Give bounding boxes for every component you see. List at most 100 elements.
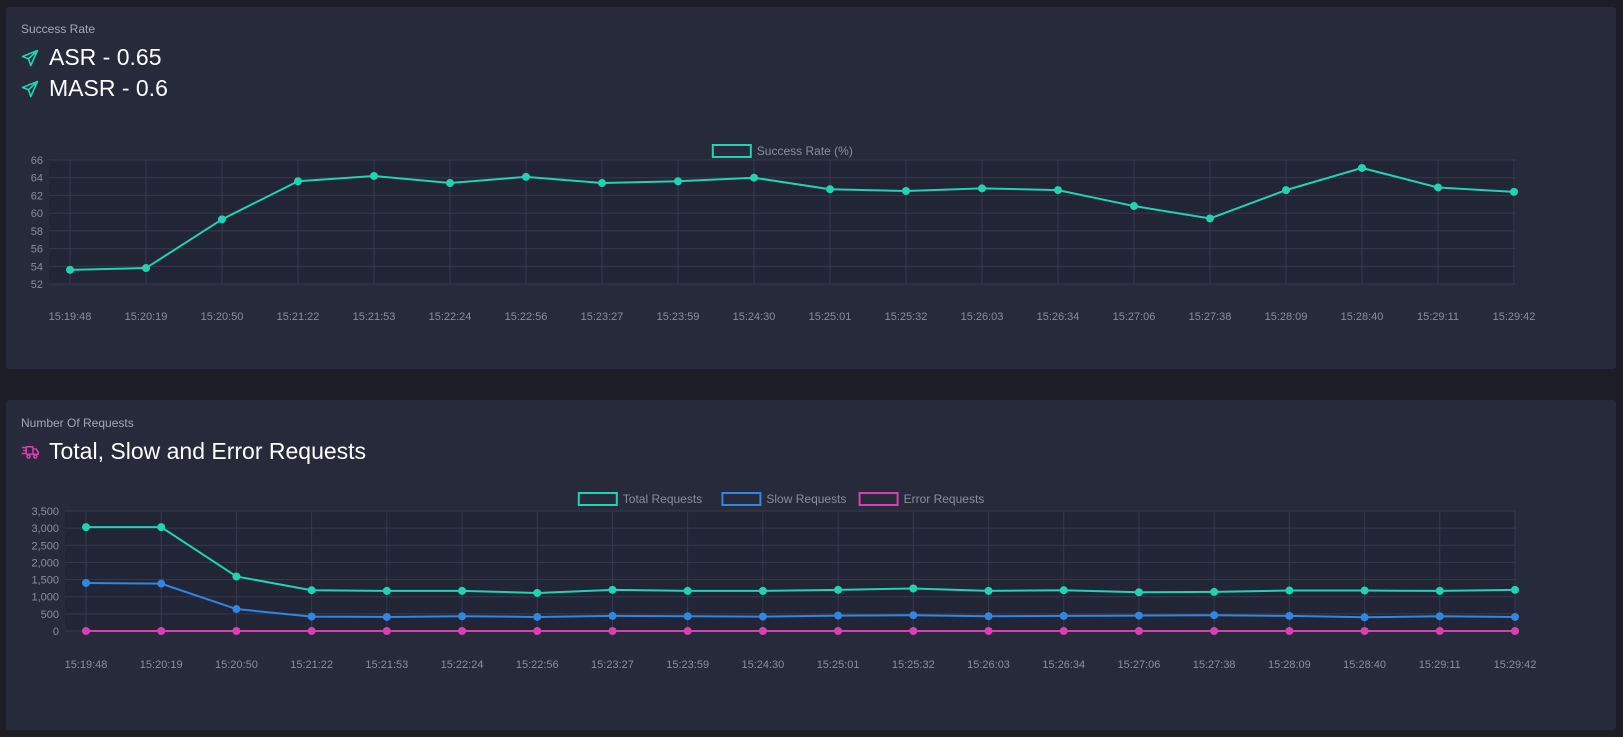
data-point[interactable] bbox=[1435, 586, 1444, 595]
x-tick-label: 15:22:56 bbox=[516, 659, 559, 671]
data-point[interactable] bbox=[1206, 214, 1214, 223]
legend-item[interactable]: Error Requests bbox=[858, 492, 985, 506]
data-point[interactable] bbox=[683, 586, 692, 595]
masr-headline: MASR - 0.6 bbox=[21, 75, 168, 102]
x-tick-label: 15:28:40 bbox=[1343, 659, 1386, 671]
data-point[interactable] bbox=[1435, 627, 1444, 635]
data-point[interactable] bbox=[1285, 627, 1294, 635]
data-point[interactable] bbox=[758, 586, 767, 595]
data-point[interactable] bbox=[1511, 585, 1519, 594]
data-point[interactable] bbox=[608, 611, 617, 620]
data-point[interactable] bbox=[826, 185, 834, 194]
data-point[interactable] bbox=[834, 585, 843, 594]
data-point[interactable] bbox=[232, 627, 241, 635]
data-point[interactable] bbox=[307, 586, 316, 595]
data-point[interactable] bbox=[758, 612, 767, 621]
data-point[interactable] bbox=[1210, 627, 1219, 635]
data-point[interactable] bbox=[446, 179, 454, 188]
data-point[interactable] bbox=[1134, 627, 1143, 635]
data-point[interactable] bbox=[1210, 611, 1219, 620]
data-point[interactable] bbox=[533, 588, 542, 597]
data-point[interactable] bbox=[232, 572, 241, 581]
data-point[interactable] bbox=[1511, 627, 1519, 635]
data-point[interactable] bbox=[1360, 613, 1369, 622]
x-tick-label: 15:22:24 bbox=[429, 311, 472, 323]
data-point[interactable] bbox=[157, 579, 166, 588]
data-point[interactable] bbox=[218, 215, 226, 224]
data-point[interactable] bbox=[1360, 627, 1369, 635]
data-point[interactable] bbox=[834, 627, 843, 635]
x-tick-label: 15:20:50 bbox=[215, 659, 258, 671]
data-point[interactable] bbox=[82, 523, 90, 532]
data-point[interactable] bbox=[984, 612, 993, 621]
data-point[interactable] bbox=[1134, 611, 1143, 620]
data-point[interactable] bbox=[1130, 202, 1138, 211]
data-point[interactable] bbox=[1134, 588, 1143, 597]
data-point[interactable] bbox=[157, 627, 166, 635]
data-point[interactable] bbox=[683, 627, 692, 635]
y-tick-label: 1,000 bbox=[31, 592, 59, 604]
legend-item[interactable]: Success Rate (%) bbox=[711, 144, 853, 158]
data-point[interactable] bbox=[382, 612, 391, 621]
data-point[interactable] bbox=[1510, 187, 1518, 196]
data-point[interactable] bbox=[307, 612, 316, 621]
data-point[interactable] bbox=[82, 627, 90, 635]
series-line bbox=[86, 526, 1516, 594]
x-tick-label: 15:20:19 bbox=[140, 659, 183, 671]
data-point[interactable] bbox=[1435, 612, 1444, 621]
x-tick-label: 15:19:48 bbox=[65, 659, 108, 671]
y-tick-label: 52 bbox=[31, 279, 43, 291]
data-point[interactable] bbox=[294, 177, 302, 186]
data-point[interactable] bbox=[157, 523, 166, 532]
data-point[interactable] bbox=[1285, 586, 1294, 595]
data-point[interactable] bbox=[458, 627, 467, 635]
data-point[interactable] bbox=[984, 586, 993, 595]
data-point[interactable] bbox=[598, 179, 606, 188]
data-point[interactable] bbox=[458, 612, 467, 621]
data-point[interactable] bbox=[909, 584, 918, 593]
data-point[interactable] bbox=[1059, 627, 1068, 635]
data-point[interactable] bbox=[1360, 586, 1369, 595]
data-point[interactable] bbox=[909, 611, 918, 620]
data-point[interactable] bbox=[1434, 183, 1442, 192]
data-point[interactable] bbox=[533, 627, 542, 635]
data-point[interactable] bbox=[834, 611, 843, 620]
data-point[interactable] bbox=[902, 187, 910, 195]
data-point[interactable] bbox=[1059, 586, 1068, 595]
data-point[interactable] bbox=[533, 612, 542, 621]
data-point[interactable] bbox=[984, 627, 993, 635]
paper-plane-icon bbox=[21, 49, 39, 66]
data-point[interactable] bbox=[458, 586, 467, 595]
y-tick-label: 58 bbox=[31, 226, 43, 238]
data-point[interactable] bbox=[909, 627, 918, 635]
data-point[interactable] bbox=[232, 605, 241, 614]
x-tick-label: 15:26:34 bbox=[1042, 659, 1085, 671]
data-point[interactable] bbox=[978, 184, 986, 193]
legend-item[interactable]: Total Requests bbox=[577, 492, 702, 506]
data-point[interactable] bbox=[1059, 611, 1068, 620]
data-point[interactable] bbox=[674, 177, 682, 186]
data-point[interactable] bbox=[1054, 186, 1062, 195]
data-point[interactable] bbox=[750, 173, 758, 182]
data-point[interactable] bbox=[382, 627, 391, 635]
data-point[interactable] bbox=[683, 612, 692, 621]
data-point[interactable] bbox=[66, 265, 74, 274]
data-point[interactable] bbox=[1282, 186, 1290, 195]
data-point[interactable] bbox=[1511, 612, 1519, 621]
data-point[interactable] bbox=[1285, 611, 1294, 620]
legend-item[interactable]: Slow Requests bbox=[721, 492, 846, 506]
data-point[interactable] bbox=[1210, 587, 1219, 596]
data-point[interactable] bbox=[1358, 163, 1366, 172]
data-point[interactable] bbox=[142, 264, 150, 273]
data-point[interactable] bbox=[522, 172, 530, 181]
data-point[interactable] bbox=[82, 579, 90, 587]
x-tick-label: 15:23:27 bbox=[591, 659, 634, 671]
y-tick-label: 2,500 bbox=[31, 540, 59, 552]
data-point[interactable] bbox=[608, 627, 617, 635]
data-point[interactable] bbox=[608, 585, 617, 594]
data-point[interactable] bbox=[370, 171, 378, 180]
data-point[interactable] bbox=[307, 627, 316, 635]
data-point[interactable] bbox=[758, 627, 767, 635]
data-point[interactable] bbox=[382, 586, 391, 595]
panel-label-requests: Number Of Requests bbox=[21, 416, 134, 430]
